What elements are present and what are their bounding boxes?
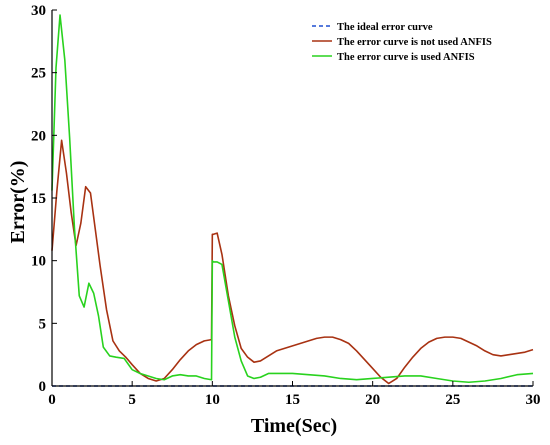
legend-label-ideal: The ideal error curve xyxy=(337,22,433,33)
x-tick-label: 25 xyxy=(445,392,460,408)
x-tick-label: 20 xyxy=(365,392,380,408)
axes-layer xyxy=(51,10,533,387)
x-tick-label: 30 xyxy=(526,392,541,408)
legend-label-no-anfis: The error curve is not used ANFIS xyxy=(337,37,492,48)
y-tick-label: 5 xyxy=(39,316,47,332)
anfis-error-line xyxy=(51,14,534,384)
x-tick-label: 10 xyxy=(205,392,220,408)
x-tick-label: 5 xyxy=(128,392,136,408)
ticks-layer: 0 5 10 15 20 25 30 0 5 10 15 20 25 30 xyxy=(31,3,541,408)
x-tick-label: 15 xyxy=(285,392,300,408)
legend: The ideal error curve The error curve is… xyxy=(312,22,492,63)
legend-label-anfis: The error curve is used ANFIS xyxy=(337,52,475,63)
y-tick-label: 20 xyxy=(31,128,46,144)
y-tick-label: 15 xyxy=(31,191,46,207)
x-axis-title: Time(Sec) xyxy=(251,415,337,437)
y-axis-title: Error(%) xyxy=(7,161,29,244)
y-tick-label: 25 xyxy=(31,66,46,82)
series-layer xyxy=(51,14,534,387)
y-tick-label: 0 xyxy=(39,379,47,395)
no-anfis-error-line xyxy=(51,139,534,385)
y-tick-label: 30 xyxy=(31,3,46,19)
y-tick-label: 10 xyxy=(31,254,46,270)
x-tick-label: 0 xyxy=(48,392,56,408)
